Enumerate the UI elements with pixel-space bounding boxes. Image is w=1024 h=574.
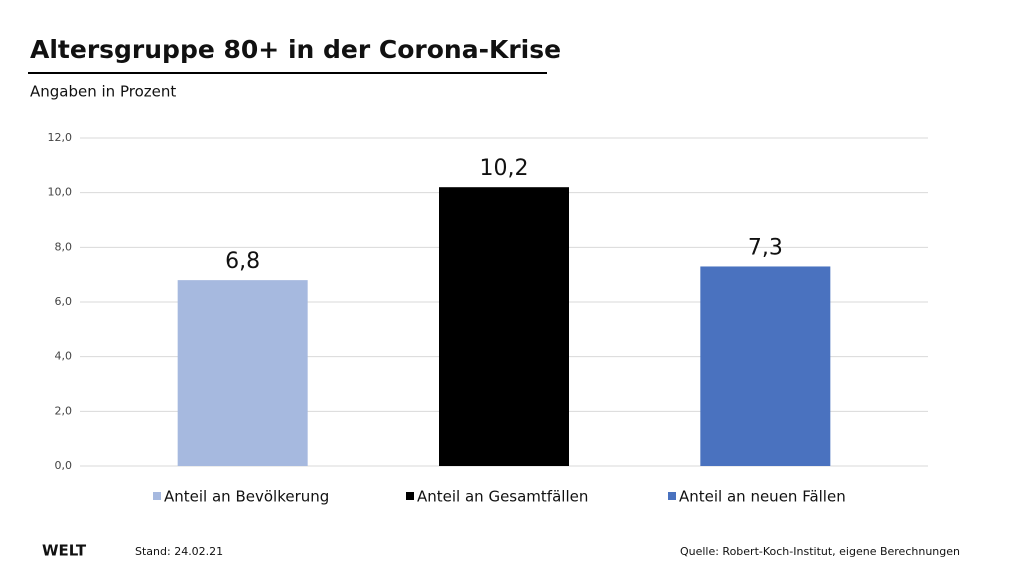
value-label: 7,3	[748, 235, 783, 260]
value-label: 10,2	[480, 156, 529, 181]
value-label: 6,8	[225, 249, 260, 274]
bar	[439, 187, 569, 466]
y-tick-label: 2,0	[55, 404, 73, 417]
y-tick-label: 6,0	[55, 295, 73, 308]
legend-label: Anteil an neuen Fällen	[679, 488, 846, 506]
bar	[700, 266, 831, 466]
legend-label: Anteil an Gesamtfällen	[417, 488, 588, 506]
chart-subtitle: Angaben in Prozent	[30, 83, 176, 101]
y-tick-label: 12,0	[48, 131, 73, 144]
legend-swatch	[153, 492, 161, 500]
logo: WELT	[42, 542, 87, 560]
y-tick-label: 0,0	[55, 459, 73, 472]
chart-title: Altersgruppe 80+ in der Corona-Krise	[30, 35, 561, 64]
source: Quelle: Robert-Koch-Institut, eigene Ber…	[680, 545, 960, 558]
stand-date: Stand: 24.02.21	[135, 545, 223, 558]
bar	[177, 280, 308, 466]
legend-label: Anteil an Bevölkerung	[164, 488, 329, 506]
y-tick-label: 10,0	[48, 186, 73, 199]
legend-swatch	[668, 492, 676, 500]
y-tick-label: 8,0	[55, 240, 73, 253]
y-tick-label: 4,0	[55, 350, 73, 363]
legend-swatch	[406, 492, 414, 500]
